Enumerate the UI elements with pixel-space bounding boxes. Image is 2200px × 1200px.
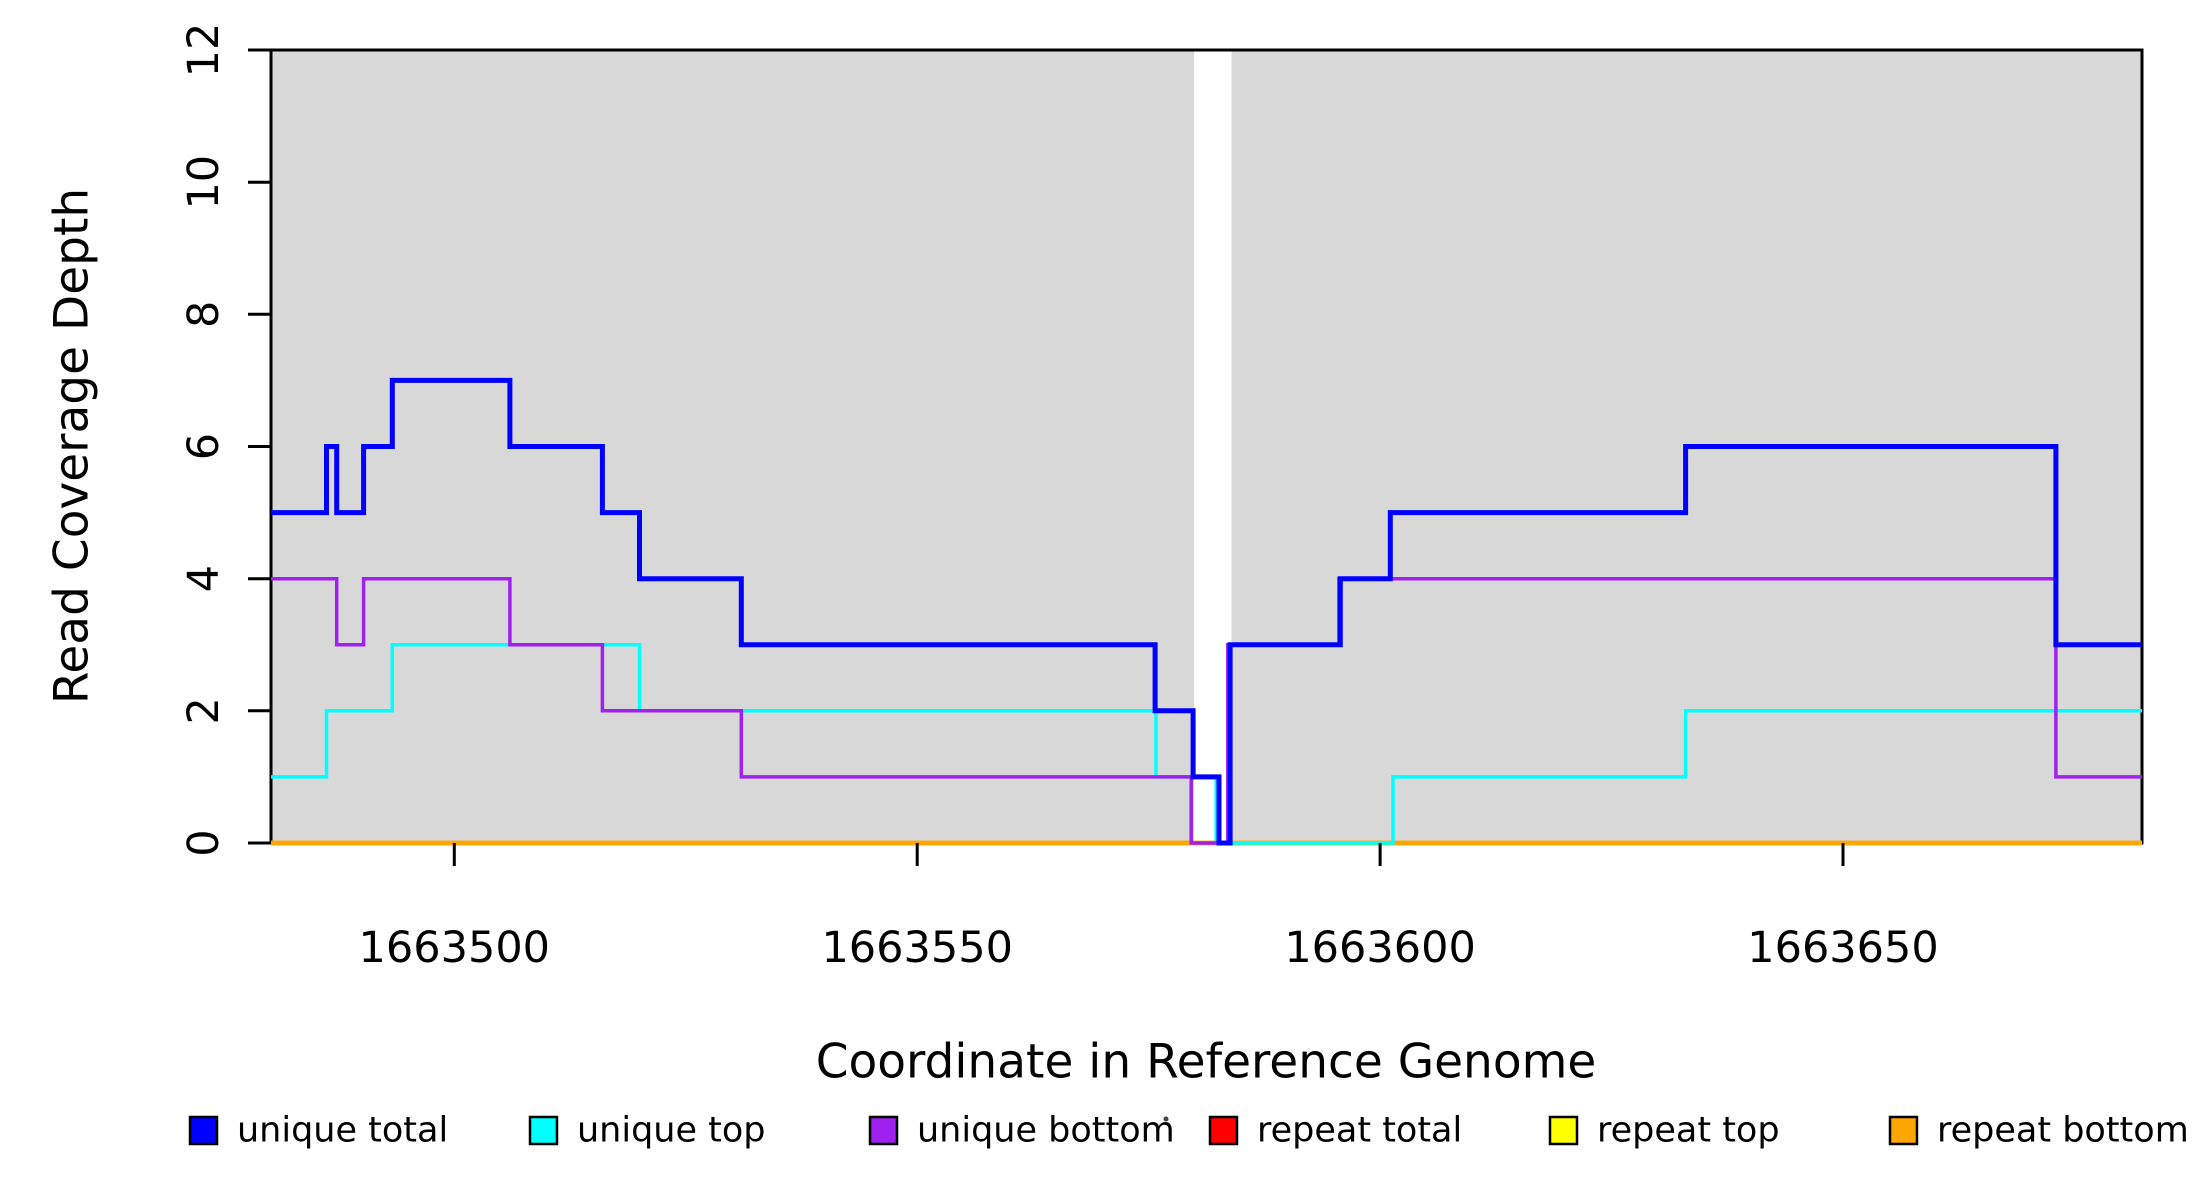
y-tick-label: 8 xyxy=(179,301,229,328)
legend-label: unique bottom xyxy=(917,1111,1175,1151)
y-tick-label: 0 xyxy=(179,829,229,856)
x-axis: 1663500 1663550 1663600 1663650 xyxy=(359,843,1939,973)
legend-swatch xyxy=(1208,1115,1239,1146)
panel-shaded-region-1 xyxy=(271,50,1194,843)
y-tick-label: 2 xyxy=(179,697,229,724)
y-tick-label: 6 xyxy=(179,433,229,460)
legend-swatch xyxy=(1548,1115,1579,1146)
legend-label: repeat bottom xyxy=(1937,1111,2189,1151)
x-tick-label: 1663600 xyxy=(1284,923,1476,973)
legend-item-unique-total: unique total xyxy=(188,1111,448,1151)
legend-label: unique total xyxy=(237,1111,448,1151)
legend-swatch xyxy=(1888,1115,1919,1146)
stray-mark-dot xyxy=(1163,1116,1169,1122)
legend-swatch xyxy=(528,1115,559,1146)
series-unique-top-line xyxy=(271,643,2142,845)
x-tick-label: 1663550 xyxy=(821,923,1013,973)
legend: unique total unique top unique bottom repea… xyxy=(188,1111,2189,1151)
legend-swatch xyxy=(188,1115,219,1146)
series-unique-total-line xyxy=(271,377,2142,846)
y-axis-title: Read Coverage Depth xyxy=(44,187,100,705)
legend-swatch xyxy=(868,1115,899,1146)
x-tick-label: 1663500 xyxy=(359,923,551,973)
legend-item-unique-top: unique top xyxy=(528,1111,766,1151)
x-axis-title: Coordinate in Reference Genome xyxy=(815,1034,1597,1090)
legend-item-unique-bottom: unique bottom xyxy=(868,1111,1175,1151)
legend-item-repeat-top: repeat top xyxy=(1548,1111,1780,1151)
legend-item-repeat-total: repeat total xyxy=(1208,1111,1462,1151)
x-tick-label: 1663650 xyxy=(1747,923,1939,973)
legend-item-repeat-bottom: repeat bottom xyxy=(1888,1111,2189,1151)
y-tick-label: 4 xyxy=(179,565,229,592)
y-tick-label: 12 xyxy=(179,23,229,78)
legend-label: unique top xyxy=(577,1111,766,1151)
legend-label: repeat top xyxy=(1597,1111,1780,1151)
y-axis: 0 2 4 6 8 10 12 xyxy=(179,23,271,857)
y-tick-label: 10 xyxy=(179,155,229,210)
legend-label: repeat total xyxy=(1257,1111,1462,1151)
